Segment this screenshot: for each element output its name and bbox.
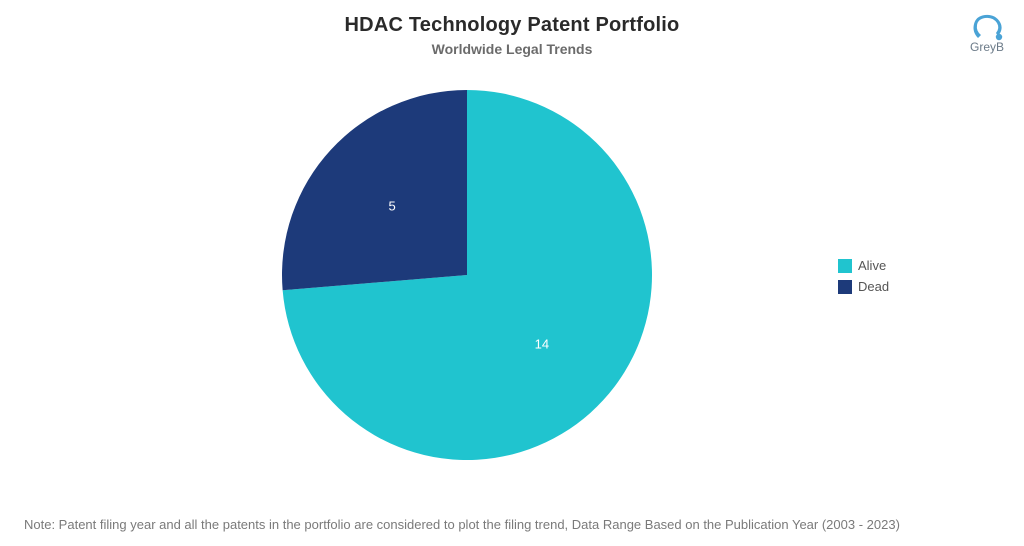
chart-subtitle: Worldwide Legal Trends <box>0 41 1024 57</box>
chart-legend: Alive Dead <box>838 258 889 294</box>
legend-label: Dead <box>858 279 889 294</box>
legend-item-alive: Alive <box>838 258 889 273</box>
pie-chart: 145 <box>282 90 652 460</box>
title-block: HDAC Technology Patent Portfolio Worldwi… <box>0 14 1024 57</box>
legend-swatch <box>838 259 852 273</box>
pie-slice-dead <box>282 90 467 290</box>
legend-item-dead: Dead <box>838 279 889 294</box>
legend-label: Alive <box>858 258 886 273</box>
legend-swatch <box>838 280 852 294</box>
chart-footnote: Note: Patent filing year and all the pat… <box>24 517 900 532</box>
chart-area: 145 Alive Dead <box>0 70 1024 490</box>
chart-title: HDAC Technology Patent Portfolio <box>0 14 1024 37</box>
